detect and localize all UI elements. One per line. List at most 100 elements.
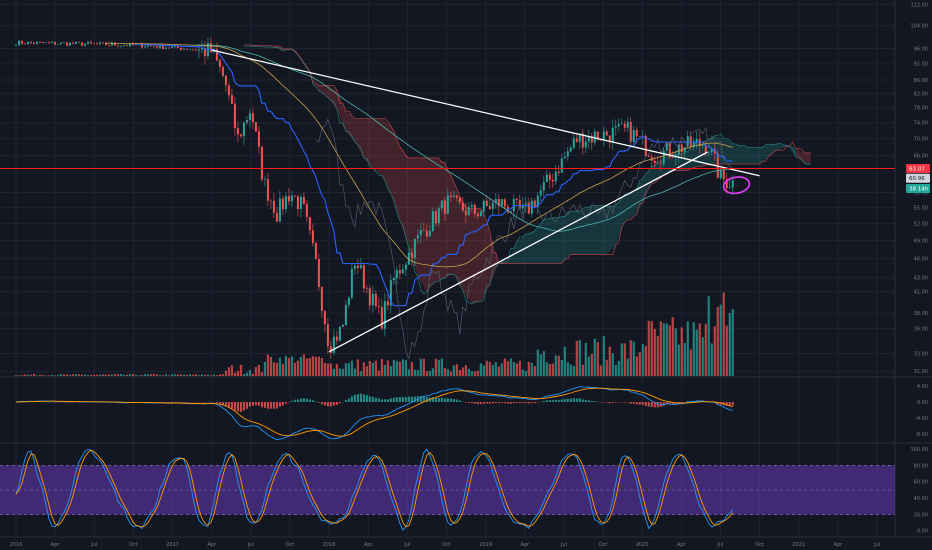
- x-tick-label: Apr: [677, 542, 687, 548]
- volume-bar: [446, 369, 449, 376]
- volume-bar: [344, 363, 347, 376]
- volume-bar: [197, 375, 201, 376]
- macd-histogram-bar: [470, 402, 473, 404]
- volume-bar: [377, 370, 380, 376]
- macd-histogram-bar: [650, 402, 653, 408]
- volume-bar: [338, 368, 341, 376]
- candle-body: [554, 171, 557, 182]
- y-tick-label: 49.00: [914, 238, 928, 244]
- volume-bar: [629, 340, 632, 376]
- volume-bar: [398, 361, 401, 376]
- volume-bar: [395, 360, 398, 376]
- volume-bar: [551, 363, 554, 376]
- volume-bar: [236, 370, 240, 376]
- y-tick-label: 86.00: [914, 78, 928, 84]
- volume-bar: [461, 367, 464, 376]
- macd-histogram-bar: [260, 402, 263, 408]
- cloud-segment: [570, 211, 580, 255]
- candle-body: [257, 131, 260, 147]
- macd-histogram-bar: [413, 396, 416, 402]
- macd-histogram-bar: [584, 400, 587, 402]
- volume-bar: [656, 336, 659, 376]
- candle-body: [608, 135, 611, 143]
- candle-body: [107, 45, 110, 46]
- macd-histogram-bar: [545, 400, 548, 402]
- volume-bar: [482, 365, 485, 376]
- candle-body: [80, 42, 83, 46]
- candle-body: [623, 123, 626, 128]
- candle-body: [17, 40, 20, 45]
- volume-bar: [341, 368, 344, 376]
- volume-bar: [161, 375, 165, 376]
- y-tick-label: 46.00: [914, 256, 928, 262]
- macd-histogram-bar: [653, 402, 656, 408]
- candle-body: [356, 265, 359, 268]
- macd-histogram-bar: [452, 399, 455, 402]
- y-tick-label: 104.00: [911, 24, 929, 30]
- volume-bar: [581, 364, 584, 376]
- macd-histogram-bar: [731, 402, 734, 406]
- volume-bar: [470, 371, 473, 376]
- macd-histogram-bar: [359, 393, 362, 402]
- price-badge: [906, 164, 930, 174]
- x-tick-label: Apr: [51, 542, 61, 548]
- volume-bar: [707, 296, 710, 376]
- candle-body: [110, 43, 113, 46]
- macd-histogram-bar: [521, 402, 524, 404]
- x-tick-label: Oct: [599, 542, 608, 548]
- volume-bar: [452, 365, 455, 376]
- volume-bar: [638, 352, 641, 376]
- volume-bar: [494, 362, 497, 376]
- drawings[interactable]: [0, 49, 895, 353]
- x-tick-label: Jul: [247, 542, 254, 548]
- macd-histogram-bar: [407, 396, 410, 402]
- volume-bar: [41, 375, 45, 376]
- volume-bar: [113, 374, 117, 376]
- axes: 2016 Apr Jul Oct 2017 Apr Jul Oct 2018 Apr Jul Oct 2…: [10, 2, 930, 548]
- cloud-segment: [543, 218, 553, 264]
- candle-body: [440, 200, 443, 209]
- macd-histogram-bar: [269, 402, 272, 409]
- candle-body: [683, 147, 686, 153]
- volume-bar: [347, 363, 350, 376]
- cloud-segment: [426, 157, 436, 293]
- y-tick-label: 41.00: [914, 289, 928, 295]
- volume-bar: [578, 339, 581, 376]
- volume-bar: [326, 363, 329, 376]
- candle-body: [725, 179, 728, 188]
- macd-histogram-bar: [263, 402, 266, 408]
- volume-bar: [218, 374, 222, 376]
- candle-body: [626, 121, 629, 128]
- macd-histogram-bar: [398, 397, 401, 402]
- candle-body: [71, 42, 74, 44]
- volume-bar: [539, 354, 542, 376]
- candle-body: [20, 40, 23, 44]
- candle-body: [407, 252, 410, 265]
- candle-body: [227, 85, 230, 96]
- candle-body: [500, 199, 503, 206]
- volume-bar: [170, 374, 174, 376]
- macd-histogram-bar: [380, 399, 383, 402]
- volume-bar: [224, 370, 228, 376]
- macd-signal-line: [15, 387, 733, 437]
- macd-histogram-bar: [680, 402, 683, 403]
- volume-bar: [314, 356, 317, 376]
- volume-bar: [134, 374, 138, 376]
- volume-bar: [230, 365, 234, 376]
- volume-bar: [422, 358, 425, 376]
- cloud-segment: [462, 201, 472, 304]
- candle-body: [425, 230, 428, 237]
- macd-histogram-bar: [464, 402, 467, 403]
- cloud-segment: [750, 147, 760, 165]
- volume-bar: [35, 375, 39, 376]
- candle-body: [296, 196, 299, 210]
- y-tick-label: 91.00: [914, 62, 928, 68]
- macd-histogram-bar: [560, 399, 563, 402]
- candle-body: [461, 202, 464, 211]
- volume-bar: [602, 336, 605, 376]
- volume-bar: [575, 340, 578, 376]
- macd-histogram-bar: [230, 402, 233, 409]
- macd-histogram-bar: [635, 402, 638, 405]
- x-tick-label: Oct: [286, 542, 295, 548]
